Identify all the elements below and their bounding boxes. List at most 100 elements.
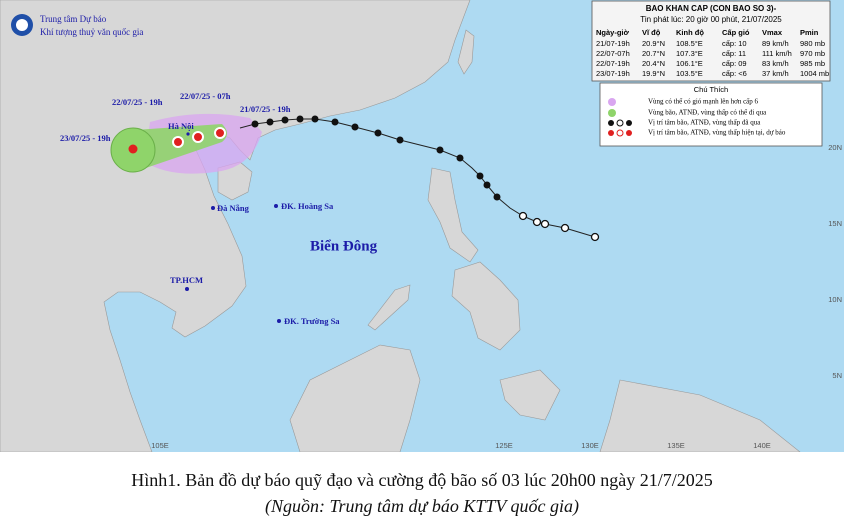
place-label: TP.HCM [170, 275, 203, 285]
latitude-label: 20N [828, 143, 842, 152]
track-label: 22/07/25 - 19h [112, 97, 163, 107]
past-position [251, 120, 259, 128]
table-header: Vĩ độ [642, 28, 661, 37]
past-position [374, 129, 382, 137]
longitude-label: 125E [495, 441, 513, 450]
longitude-label: 130E [581, 441, 599, 450]
track-label: 23/07/25 - 19h [60, 133, 111, 143]
place-label: Đà Nẵng [217, 203, 250, 213]
table-header: Pmin [800, 28, 819, 37]
logo-inner [16, 19, 28, 31]
table-cell: 108.5°E [676, 39, 703, 48]
table-cell: 22/07-07h [596, 49, 630, 58]
table-header: Ngày-giờ [596, 28, 630, 37]
table-cell: 111 km/h [762, 49, 792, 58]
table-cell: 89 km/h [762, 39, 789, 48]
longitude-label: 105E [151, 441, 169, 450]
new-guinea [599, 379, 801, 452]
past-position [560, 223, 570, 233]
legend-icon [608, 130, 614, 136]
place-label: ĐK. Hoàng Sa [281, 201, 334, 211]
past-positions [251, 115, 501, 201]
table-header: Cấp gió [722, 28, 750, 37]
legend-icon [616, 129, 624, 137]
caption-title: Hình1. Bản đồ dự báo quỹ đạo và cường độ… [131, 470, 713, 490]
legend-icon [616, 119, 624, 127]
track-label: 22/07/25 - 07h [180, 91, 231, 101]
forecast-position [214, 127, 226, 139]
table-cell: 1004 mb [800, 69, 829, 78]
forecast-map: 22/07/25 - 19h 22/07/25 - 07h 21/07/25 -… [0, 0, 844, 452]
table-cell: 23/07-19h [596, 69, 630, 78]
place-label: ĐK. Trường Sa [284, 316, 340, 326]
forecast-position [172, 136, 184, 148]
past-position [518, 211, 528, 221]
land [0, 0, 801, 452]
past-position [476, 172, 484, 180]
table-cell: 980 mb [800, 39, 825, 48]
sulawesi [499, 369, 561, 421]
table-cell: 83 km/h [762, 59, 789, 68]
table-cell: 37 km/h [762, 69, 789, 78]
table-cell: cấp: 09 [722, 59, 747, 68]
past-weak-positions [518, 211, 600, 242]
table-cell: 970 mb [800, 49, 825, 58]
past-position [311, 115, 319, 123]
info-issued: Tin phát lúc: 20 giờ 00 phút, 21/07/2025 [640, 15, 782, 24]
place-label: Hà Nội [168, 121, 194, 131]
legend-box [599, 82, 823, 147]
table-cell: 20.4°N [642, 59, 665, 68]
past-position [493, 193, 501, 201]
caption-source: (Nguồn: Trung tâm dự báo KTTV quốc gia) [264, 496, 579, 516]
legend-item: Vị trí tâm bão, ATNĐ, vùng thấp hiện tại… [648, 129, 786, 137]
borneo [289, 344, 421, 452]
table-cell: 19.9°N [642, 69, 665, 78]
table-cell: 985 mb [800, 59, 825, 68]
city-dot [211, 206, 215, 210]
city-dot [186, 132, 190, 136]
table-cell: 22/07-19h [596, 59, 630, 68]
past-position [540, 219, 550, 229]
info-box [591, 0, 831, 82]
latitude-label: 15N [828, 219, 842, 228]
forecast-position [192, 131, 204, 143]
past-position [351, 123, 359, 131]
latitude-label: 5N [832, 371, 842, 380]
track-label: 21/07/25 - 19h [240, 104, 291, 114]
table-cell: cấp: 10 [722, 39, 747, 48]
legend-item: Vùng bão, ATNĐ, vùng thấp có thể đi qua [648, 109, 767, 117]
table-cell: cấp: 11 [722, 49, 746, 58]
legend-item: Vị trí tâm bão, ATNĐ, vùng thấp đã qua [648, 119, 761, 127]
sea-label: Biển Đông [310, 238, 378, 254]
table-cell: 20.7°N [642, 49, 665, 58]
island-dot [277, 319, 281, 323]
past-position [281, 116, 289, 124]
island-dot [274, 204, 278, 208]
org-name: Trung tâm Dự báo [40, 14, 107, 24]
table-cell: 106.1°E [676, 59, 703, 68]
table-cell: 20.9°N [642, 39, 665, 48]
past-position [396, 136, 404, 144]
table-cell: cấp: <6 [722, 69, 747, 78]
past-position [532, 217, 542, 227]
past-position [436, 146, 444, 154]
longitude-label: 135E [667, 441, 685, 450]
mainland [0, 0, 471, 452]
table-header: Kinh độ [676, 28, 704, 37]
legend-title: Chú Thích [694, 85, 728, 94]
latitude-label: 10N [828, 295, 842, 304]
longitude-label: 140E [753, 441, 771, 450]
legend-icon [626, 130, 632, 136]
org-name: Khí tượng thuỷ văn quốc gia [40, 27, 143, 37]
legend-item: Vùng có thể có gió mạnh lên hơn cấp 6 [648, 98, 759, 106]
palawan [367, 284, 411, 331]
past-position [266, 118, 274, 126]
forecast-position [128, 144, 138, 154]
table-cell: 107.3°E [676, 49, 703, 58]
past-position [331, 118, 339, 126]
info-title: BAO KHAN CAP (CON BAO SO 3)- [646, 4, 777, 13]
legend-icon [608, 120, 614, 126]
legend-icon [626, 120, 632, 126]
table-header: Vmax [762, 28, 783, 37]
